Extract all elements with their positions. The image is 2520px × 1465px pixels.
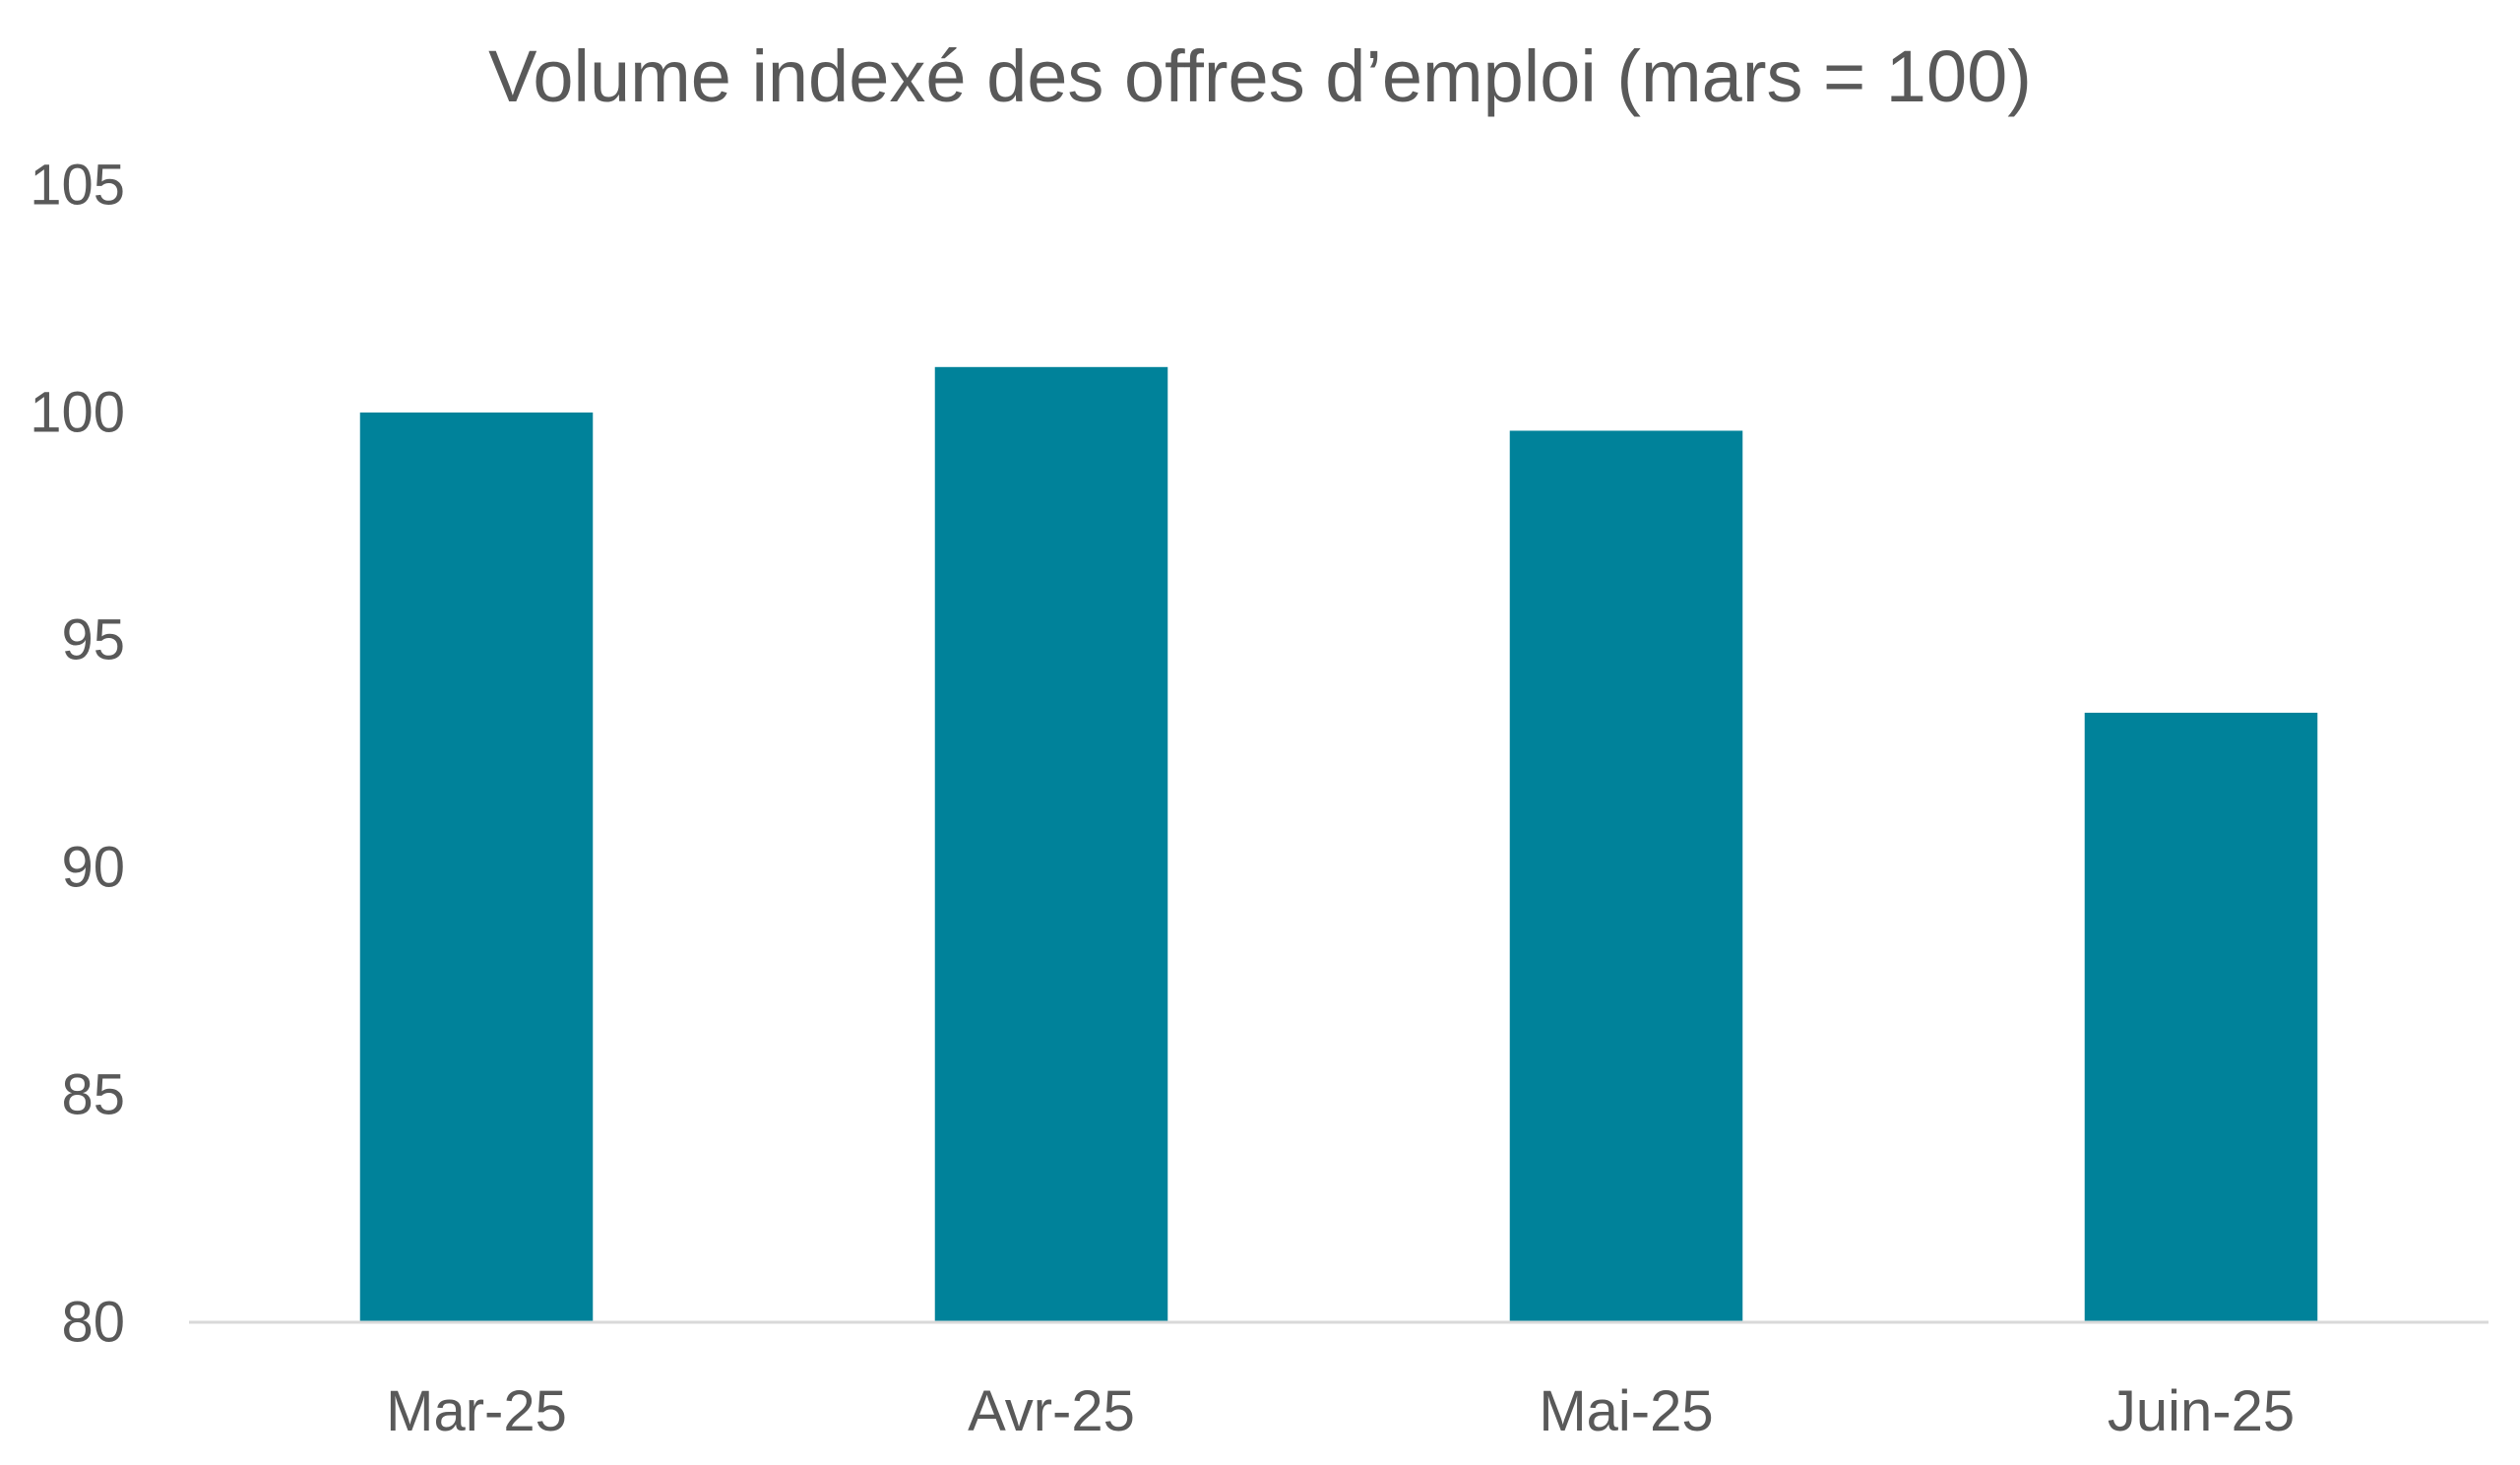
y-tick-label: 105 (30, 153, 125, 217)
x-axis-ticks: Mar-25 Avr-25 Mai-25 Juin-25 (386, 1379, 2295, 1443)
x-tick-label: Juin-25 (2108, 1379, 2295, 1443)
y-tick-label: 100 (30, 380, 125, 444)
bar (359, 413, 594, 1322)
y-axis-ticks: 80 85 90 95 100 105 (30, 153, 125, 1354)
bar (934, 366, 1168, 1322)
y-tick-label: 80 (61, 1290, 125, 1354)
bar (2084, 712, 2318, 1322)
y-tick-label: 95 (61, 607, 125, 671)
bars (359, 366, 2318, 1323)
chart-title: Volume indexé des offres d’emploi (mars … (488, 35, 2032, 117)
x-tick-label: Mar-25 (386, 1379, 567, 1443)
y-tick-label: 85 (61, 1062, 125, 1126)
bar (1509, 430, 1743, 1323)
x-tick-label: Avr-25 (968, 1379, 1135, 1443)
x-tick-label: Mai-25 (1539, 1379, 1713, 1443)
y-tick-label: 90 (61, 835, 125, 899)
